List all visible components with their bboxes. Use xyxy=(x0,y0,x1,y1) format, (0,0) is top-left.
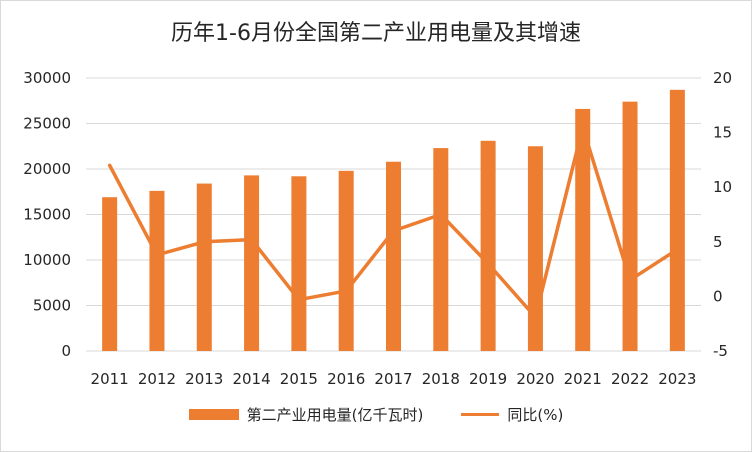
left-tick-label: 30000 xyxy=(23,69,71,87)
bar-2023 xyxy=(669,89,685,351)
legend: 第二产业用电量(亿千瓦时) 同比(%) xyxy=(1,404,751,425)
bar-2022 xyxy=(622,101,638,351)
chart-title: 历年1-6月份全国第二产业用电量及其增速 xyxy=(171,21,581,46)
bar-2018 xyxy=(433,148,449,351)
left-tick-label: 5000 xyxy=(33,297,71,315)
right-axis-ticks: 20 15 10 5 0 -5 xyxy=(713,69,732,360)
right-tick-label: 15 xyxy=(713,124,732,142)
legend-item-bar: 第二产业用电量(亿千瓦时) xyxy=(188,404,424,425)
left-tick-label: 15000 xyxy=(23,206,71,224)
bar-2013 xyxy=(196,183,212,351)
bar-2019 xyxy=(480,140,496,351)
right-tick-label: 0 xyxy=(713,287,723,305)
bar-2011 xyxy=(102,197,118,351)
legend-bar-label: 第二产业用电量(亿千瓦时) xyxy=(246,406,424,424)
x-axis-ticks: 2011 2012 2013 2014 2015 2016 2017 2018 2019 2020… xyxy=(91,370,697,388)
x-tick-label: 2020 xyxy=(516,370,554,388)
left-tick-label: 25000 xyxy=(23,115,71,133)
x-tick-label: 2022 xyxy=(611,370,649,388)
bar-2015 xyxy=(291,176,307,351)
x-tick-label: 2011 xyxy=(91,370,129,388)
legend-bar-swatch xyxy=(188,409,239,420)
x-tick-label: 2012 xyxy=(138,370,176,388)
right-tick-label: 10 xyxy=(713,178,732,196)
bar-2016 xyxy=(338,170,354,351)
legend-line-swatch xyxy=(461,413,500,416)
line-series xyxy=(107,125,680,319)
left-axis-ticks: 30000 25000 20000 15000 10000 5000 0 xyxy=(23,69,71,360)
x-tick-label: 2013 xyxy=(185,370,223,388)
x-tick-label: 2015 xyxy=(280,370,318,388)
bar-2021 xyxy=(575,108,591,351)
bar-2012 xyxy=(149,190,165,351)
x-tick-label: 2017 xyxy=(374,370,412,388)
right-tick-label: 5 xyxy=(713,233,723,251)
legend-line-label: 同比(%) xyxy=(507,406,564,424)
x-tick-label: 2023 xyxy=(658,370,696,388)
left-tick-label: 0 xyxy=(61,342,71,360)
x-tick-label: 2019 xyxy=(469,370,507,388)
left-tick-label: 20000 xyxy=(23,160,71,178)
x-tick-label: 2021 xyxy=(564,370,602,388)
x-tick-label: 2018 xyxy=(422,370,460,388)
legend-item-line: 同比(%) xyxy=(461,404,563,425)
left-tick-label: 10000 xyxy=(23,251,71,269)
right-tick-label: 20 xyxy=(713,69,732,87)
bar-series xyxy=(102,89,685,351)
x-tick-label: 2014 xyxy=(232,370,270,388)
right-tick-label: -5 xyxy=(713,342,728,360)
bar-2014 xyxy=(244,175,260,351)
bar-2017 xyxy=(386,161,401,351)
x-tick-label: 2016 xyxy=(327,370,365,388)
bar-2020 xyxy=(527,146,543,351)
